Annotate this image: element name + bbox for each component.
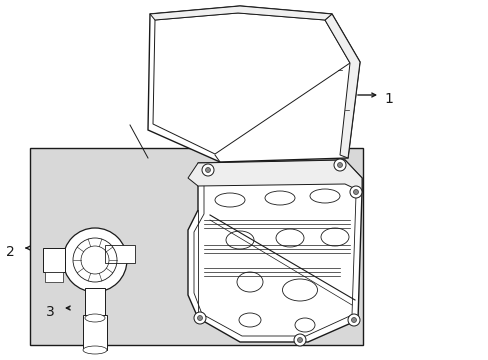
Bar	[30, 148, 362, 345]
Circle shape	[202, 164, 214, 176]
FancyBboxPatch shape	[85, 288, 105, 318]
Polygon shape	[148, 6, 359, 162]
Circle shape	[333, 159, 346, 171]
Circle shape	[347, 314, 359, 326]
Circle shape	[63, 228, 127, 292]
Circle shape	[197, 315, 202, 320]
Circle shape	[353, 189, 358, 194]
Text: 2: 2	[6, 245, 15, 259]
Circle shape	[205, 167, 210, 172]
Text: 3: 3	[46, 305, 55, 319]
Polygon shape	[187, 160, 361, 192]
Text: 1: 1	[383, 92, 392, 106]
Polygon shape	[325, 14, 359, 158]
Bar	[83, 315, 107, 350]
Polygon shape	[150, 6, 331, 20]
Polygon shape	[187, 160, 361, 342]
Circle shape	[293, 334, 305, 346]
Circle shape	[351, 318, 356, 323]
Bar	[43, 248, 65, 272]
Bar	[105, 245, 135, 263]
Circle shape	[349, 186, 361, 198]
Ellipse shape	[83, 346, 107, 354]
Circle shape	[337, 162, 342, 167]
Circle shape	[297, 338, 302, 342]
Ellipse shape	[85, 314, 105, 322]
Bar	[45, 272, 63, 282]
Circle shape	[194, 312, 205, 324]
